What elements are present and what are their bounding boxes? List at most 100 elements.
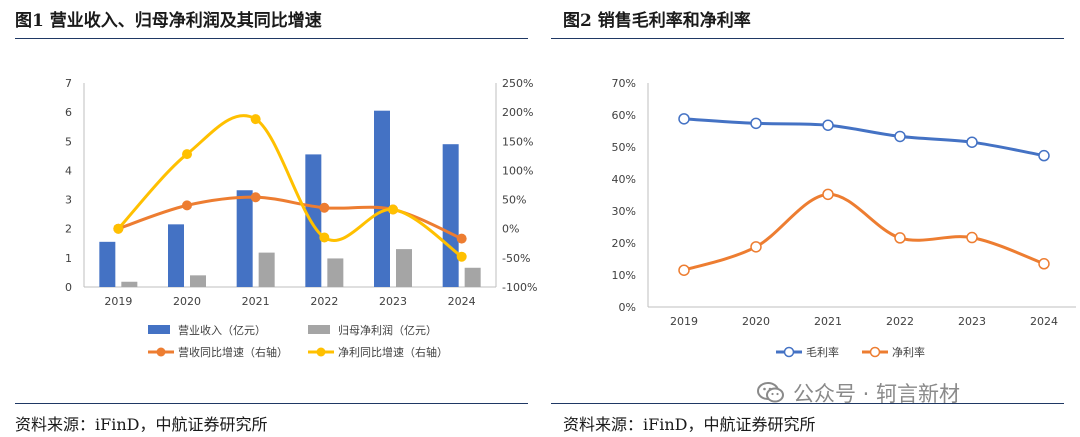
chart2-legend-marker xyxy=(869,346,881,358)
chart1-legend: 营业收入（亿元） 归母净利润（亿元） 营收同比增速（右轴） 净利同比增速（右轴） xyxy=(148,323,448,359)
revenue-bar xyxy=(99,241,116,287)
chart2-x-tick: 2022 xyxy=(886,315,914,328)
net-margin-point xyxy=(966,231,978,244)
chart2-lines xyxy=(678,113,1050,276)
watermark-text: 公众号 · 轲言新材 xyxy=(793,382,961,406)
figure1-source: 资料来源：iFinD，中航证券研究所 xyxy=(15,415,268,434)
chart2-y-tick: 10% xyxy=(612,269,636,282)
revenue-growth-point xyxy=(250,192,261,203)
chart1-x-tick: 2023 xyxy=(379,295,407,308)
chart2-legend-label: 净利率 xyxy=(892,345,925,359)
chart1-legend-swatch xyxy=(308,325,330,334)
figure1-top-rule xyxy=(15,38,528,39)
chart1-left-tick: 7 xyxy=(65,77,72,90)
chart1-x-tick: 2024 xyxy=(448,295,476,308)
chart1-legend-marker xyxy=(156,347,166,357)
gross-margin-point xyxy=(822,119,834,131)
chart1-bars xyxy=(99,110,481,287)
profit-growth-point xyxy=(388,204,398,215)
chart1-left-tick: 1 xyxy=(65,252,72,265)
gross-margin-point xyxy=(966,136,978,148)
chart2-margins: 0% 10% 20% 30% 40% 50% 60% 70% 2019 2020 2021 2022 2… xyxy=(612,77,1076,359)
revenue-bar xyxy=(305,154,322,287)
chart2-x-tick: 2024 xyxy=(1030,315,1058,328)
profit-growth-point xyxy=(182,149,192,160)
chart2-x-tick: 2019 xyxy=(670,315,698,328)
revenue-growth-point xyxy=(319,202,330,213)
chart2-legend-marker xyxy=(783,346,795,358)
revenue-bar xyxy=(442,144,459,287)
net-profit-bar xyxy=(258,252,275,287)
chart1-revenue-profit: 0 1 2 3 4 5 6 7 -100% -50% 0% 50% 100% 150% 200% 250% 20… xyxy=(65,77,537,359)
figure1-title: 图1 营业收入、归母净利润及其同比增速 xyxy=(15,11,322,31)
chart2-y-tick: 60% xyxy=(612,109,636,122)
net-profit-bar xyxy=(396,249,412,287)
chart1-legend-marker xyxy=(316,347,326,357)
chart1-legend-label: 净利同比增速（右轴） xyxy=(338,345,448,359)
chart1-x-tick: 2022 xyxy=(310,295,338,308)
figure2-title: 图2 销售毛利率和净利率 xyxy=(563,11,751,31)
chart2-x-tick: 2021 xyxy=(814,315,842,328)
chart1-left-tick: 0 xyxy=(65,281,72,294)
wechat-icon xyxy=(757,381,785,405)
chart1-legend-swatch xyxy=(148,325,170,334)
profit-growth-point xyxy=(456,251,467,262)
revenue-bar xyxy=(236,190,253,287)
net-profit-bar xyxy=(327,258,344,287)
chart1-left-tick: 6 xyxy=(65,106,72,119)
net-margin-point xyxy=(894,232,906,244)
chart1-right-tick: 50% xyxy=(502,194,526,207)
net-margin-point xyxy=(822,188,834,201)
chart1-left-tick: 3 xyxy=(65,194,72,207)
net-profit-bar xyxy=(121,281,138,287)
chart1-x-tick: 2021 xyxy=(242,295,270,308)
chart1-legend-label: 营业收入（亿元） xyxy=(178,323,266,337)
chart1-right-tick: 250% xyxy=(502,77,533,90)
chart2-ticks: 0% 10% 20% 30% 40% 50% 60% 70% 2019 2020 2021 2022 2… xyxy=(612,77,1058,328)
figure2-top-rule xyxy=(551,38,1064,39)
net-margin-point xyxy=(750,241,762,253)
revenue-growth-point xyxy=(182,200,192,211)
chart1-ticks: 0 1 2 3 4 5 6 7 -100% -50% 0% 50% 100% 150% 200% 250% 20… xyxy=(65,77,537,308)
chart2-legend-label: 毛利率 xyxy=(806,345,839,359)
chart2-axes xyxy=(647,83,1076,308)
chart2-x-tick: 2020 xyxy=(742,315,770,328)
gross-margin-point xyxy=(678,113,690,125)
net-profit-bar xyxy=(190,275,206,287)
profit-growth-point xyxy=(113,223,124,234)
gross-margin-point xyxy=(894,130,906,143)
chart1-right-tick: -50% xyxy=(502,252,530,265)
chart1-x-tick: 2020 xyxy=(173,295,201,308)
chart2-y-tick: 30% xyxy=(612,205,636,218)
chart1-right-tick: 200% xyxy=(502,106,533,119)
figure2-bottom-rule xyxy=(551,403,1064,404)
chart1-right-tick: 150% xyxy=(502,135,533,148)
chart2-legend: 毛利率 净利率 xyxy=(776,345,925,359)
net-margin-point xyxy=(678,264,690,276)
watermark: 公众号 · 轲言新材 xyxy=(757,375,1057,411)
chart1-right-tick: 0% xyxy=(502,223,519,236)
chart1-legend-label: 归母净利润（亿元） xyxy=(338,323,437,337)
chart1-right-tick: 100% xyxy=(502,164,533,177)
revenue-bar xyxy=(374,110,390,287)
chart1-legend-label: 营收同比增速（右轴） xyxy=(178,345,288,359)
chart2-x-tick: 2023 xyxy=(958,315,986,328)
gross-margin-point xyxy=(750,117,762,130)
chart1-left-tick: 2 xyxy=(65,223,72,236)
net-profit-bar xyxy=(464,267,481,287)
profit-growth-point xyxy=(250,114,261,125)
chart2-y-tick: 20% xyxy=(612,237,636,250)
chart2-y-tick: 40% xyxy=(612,173,636,186)
chart2-y-tick: 50% xyxy=(612,141,636,154)
chart1-axes xyxy=(83,83,497,288)
revenue-growth-point xyxy=(456,233,467,244)
chart2-y-tick: 0% xyxy=(619,301,636,314)
gross-margin-point xyxy=(1038,149,1050,162)
net-margin-line xyxy=(683,192,1045,272)
revenue-bar xyxy=(168,224,184,287)
gross-margin-line xyxy=(683,117,1045,158)
chart1-left-tick: 4 xyxy=(65,164,72,177)
chart1-lines xyxy=(113,114,467,262)
figure2-source: 资料来源：iFinD，中航证券研究所 xyxy=(563,415,816,434)
chart1-left-tick: 5 xyxy=(65,135,72,148)
